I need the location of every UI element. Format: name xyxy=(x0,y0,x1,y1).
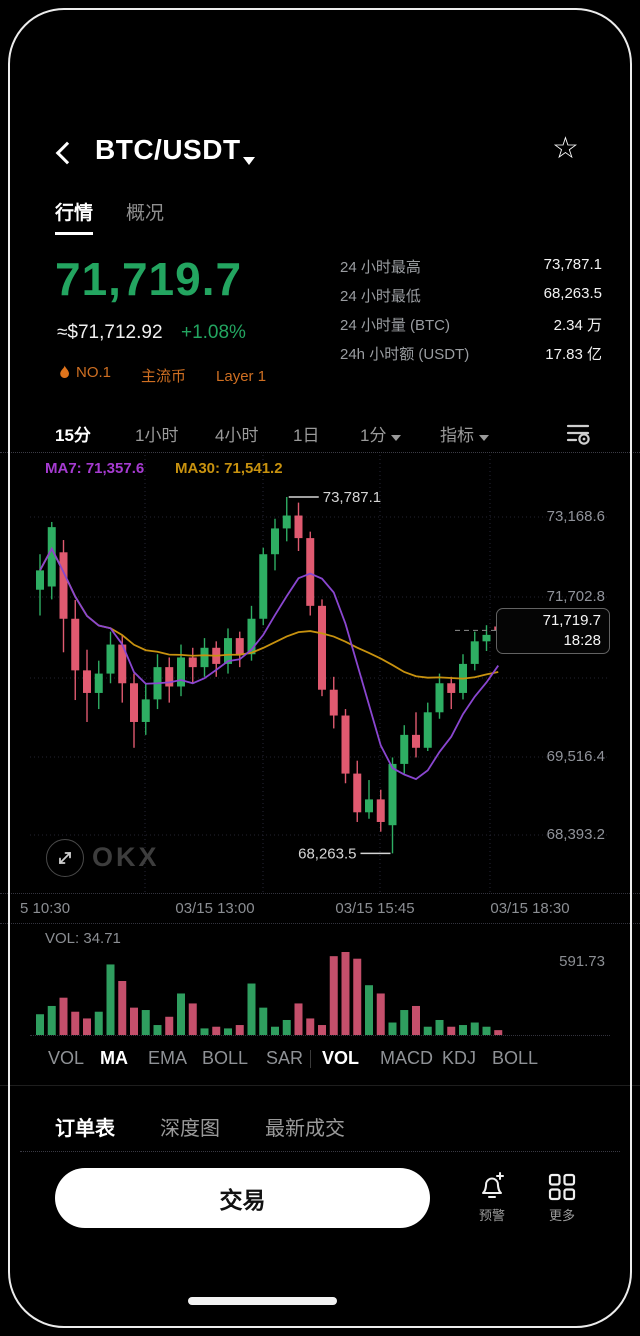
indicator-ema-2[interactable]: EMA xyxy=(148,1048,188,1068)
alert-button[interactable]: 预警 xyxy=(457,1170,527,1224)
badge-label: Layer 1 xyxy=(216,367,267,385)
current-price-value: 71,719.7 xyxy=(542,612,601,629)
chevron-down-icon xyxy=(479,435,489,441)
bottom-tab-0[interactable]: 订单表 xyxy=(55,1118,115,1140)
timeframe-bar: 15分 1小时 4小时 1日 1分 指标 xyxy=(0,413,640,453)
indicator-macd-6[interactable]: MACD xyxy=(380,1048,433,1068)
page-title: BTC/USDT xyxy=(95,134,241,165)
candlestick-chart[interactable]: 73,787.1 68,263.5 xyxy=(30,455,610,895)
stat-value: 73,787.1 xyxy=(543,256,602,273)
timeframe-4小时[interactable]: 4小时 xyxy=(215,426,259,445)
timeframe-指标[interactable]: 指标 xyxy=(440,421,489,446)
trade-button[interactable]: 交易 xyxy=(55,1168,430,1228)
volume-pane[interactable] xyxy=(30,950,610,1036)
stat-row: 24 小时最高 73,787.1 xyxy=(340,256,602,277)
indicator-sar-4[interactable]: SAR xyxy=(266,1048,304,1068)
more-label: 更多 xyxy=(548,1208,575,1223)
x-axis-label: 03/15 15:45 xyxy=(335,900,415,917)
more-button[interactable]: 更多 xyxy=(527,1172,597,1224)
badge-label: NO.1 xyxy=(76,364,112,381)
stat-row: 24h 小时额 (USDT) 17.83 亿 xyxy=(340,343,602,364)
badges-row: NO.1 主流币 Layer 1 xyxy=(58,364,458,388)
okx-watermark: OKX xyxy=(92,842,160,872)
chart-settings-icon[interactable] xyxy=(565,420,591,446)
favorite-star-icon[interactable]: ☆ xyxy=(552,132,579,165)
stat-value: 68,263.5 xyxy=(543,285,602,302)
y-axis-label: 73,168.6 xyxy=(546,508,605,525)
bottom-tabs-divider xyxy=(20,1150,620,1152)
current-price-time: 18:28 xyxy=(563,632,601,649)
stat-value: 2.34 万 xyxy=(553,317,602,334)
x-axis-label: 5 10:30 xyxy=(20,900,71,917)
indicator-ma-1[interactable]: MA xyxy=(100,1048,128,1068)
fiat-price: ≈$71,712.92 xyxy=(57,322,163,343)
svg-text:68,263.5: 68,263.5 xyxy=(298,845,356,862)
stat-label: 24h 小时额 (USDT) xyxy=(340,346,470,363)
home-indicator[interactable] xyxy=(188,1297,337,1305)
timeframe-1日[interactable]: 1日 xyxy=(293,426,320,445)
back-button[interactable] xyxy=(55,141,79,166)
token-badge[interactable]: Layer 1 xyxy=(216,368,266,385)
badge-label: 主流币 xyxy=(141,367,187,385)
stat-value: 17.83 亿 xyxy=(545,346,602,363)
fullscreen-button[interactable] xyxy=(46,839,84,877)
tab-bar: 行情 概况 xyxy=(55,198,555,236)
timeframe-1分[interactable]: 1分 xyxy=(360,421,402,446)
stat-label: 24 小时量 (BTC) xyxy=(340,317,451,334)
ma7-label: MA7: 71,357.6 xyxy=(45,460,145,477)
indicator-divider xyxy=(310,1050,311,1068)
back-chevron-icon xyxy=(55,141,79,165)
tab-overview[interactable]: 概况 xyxy=(126,203,165,224)
indicator-boll-3[interactable]: BOLL xyxy=(202,1048,249,1068)
timeframe-1小时[interactable]: 1小时 xyxy=(135,426,179,445)
y-axis-label: 68,393.2 xyxy=(546,826,605,843)
y-axis-label: 69,516.4 xyxy=(546,748,605,765)
indicator-vol-5[interactable]: VOL xyxy=(322,1048,360,1068)
x-axis-label: 03/15 13:00 xyxy=(175,900,255,917)
x-axis-label: 03/15 18:30 xyxy=(490,900,570,917)
stat-label: 24 小时最高 xyxy=(340,259,421,276)
price-change: +1.08% xyxy=(180,322,246,343)
token-badge[interactable]: NO.1 xyxy=(58,364,111,381)
ma30-label: MA30: 71,541.2 xyxy=(175,460,283,477)
tab-quotes[interactable]: 行情 xyxy=(55,198,94,235)
section-divider xyxy=(0,1085,640,1086)
bottom-tab-1[interactable]: 深度图 xyxy=(160,1118,220,1140)
grid-icon xyxy=(548,1173,576,1201)
last-price: 71,719.7 xyxy=(55,253,243,305)
x-axis: 5 10:30 03/15 13:00 03/15 15:45 03/15 18:30 xyxy=(0,893,640,924)
expand-arrows-icon xyxy=(59,852,71,864)
bell-plus-icon xyxy=(482,1172,504,1198)
alert-label: 预警 xyxy=(478,1208,505,1223)
token-badge[interactable]: 主流币 xyxy=(141,365,186,386)
stats-panel: 24 小时最高 73,787.1 24 小时最低 68,263.5 24 小时量 (BT… xyxy=(340,256,602,372)
indicator-vol-0[interactable]: VOL xyxy=(48,1048,85,1068)
indicator-boll-8[interactable]: BOLL xyxy=(492,1048,539,1068)
flame-icon xyxy=(60,365,69,378)
svg-text:73,787.1: 73,787.1 xyxy=(323,489,381,506)
indicator-kdj-7[interactable]: KDJ xyxy=(442,1048,477,1068)
y-axis-label: 71,702.8 xyxy=(546,588,605,605)
volume-current-label: VOL: 34.71 xyxy=(45,930,121,947)
stat-label: 24 小时最低 xyxy=(340,288,421,305)
stat-row: 24 小时最低 68,263.5 xyxy=(340,285,602,306)
volume-max-label: 591.73 xyxy=(559,953,605,970)
pair-dropdown[interactable] xyxy=(243,152,255,170)
bottom-tab-2[interactable]: 最新成交 xyxy=(265,1118,345,1140)
stat-row: 24 小时量 (BTC) 2.34 万 xyxy=(340,314,602,335)
chevron-down-icon xyxy=(391,435,402,441)
current-price-tag[interactable]: 71,719.7 18:28 xyxy=(496,608,610,654)
timeframe-15分[interactable]: 15分 xyxy=(55,426,91,445)
chevron-down-icon xyxy=(243,157,255,165)
